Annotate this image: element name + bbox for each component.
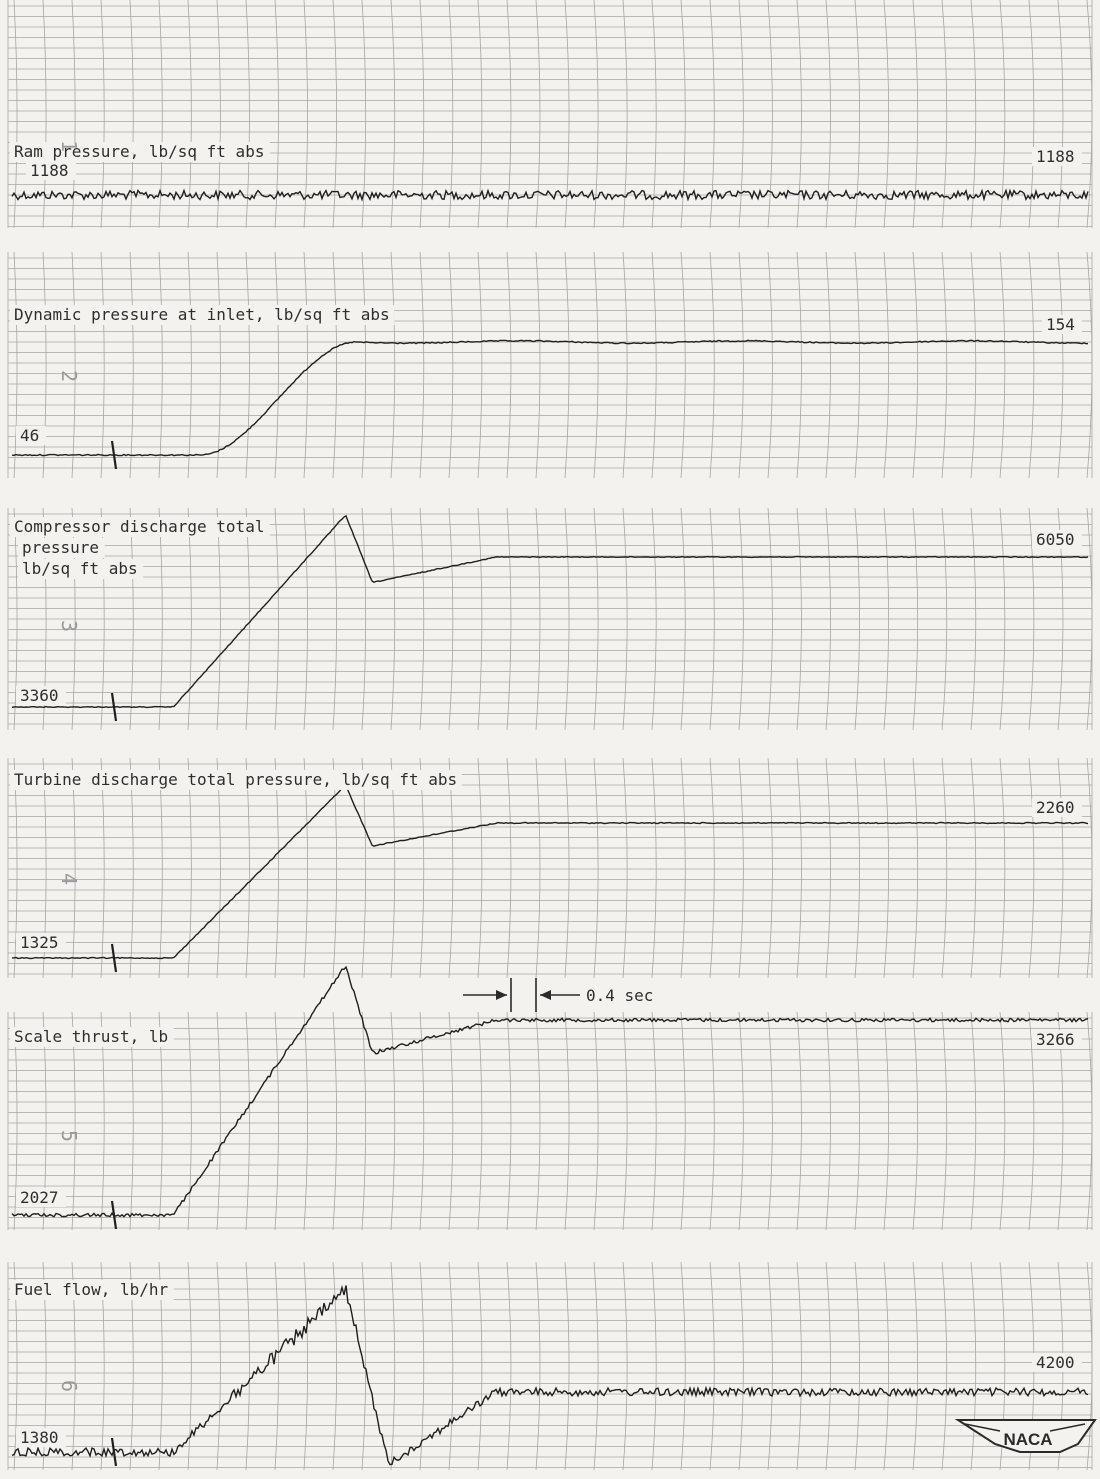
time-tick-4	[110, 943, 118, 973]
end-label-bg-2	[1042, 315, 1082, 334]
time-scale-label: 0.4 sec	[586, 986, 653, 1005]
panel-label-bg-2	[10, 305, 395, 325]
trace-number-4: 4	[57, 873, 81, 885]
trace-number-2: 2	[57, 370, 81, 382]
end-label-bg-1	[1032, 147, 1082, 166]
panel-label-bg-1	[10, 142, 270, 162]
panel-label-bg-5	[10, 1027, 174, 1047]
end-label-bg-5	[1032, 1030, 1082, 1049]
start-value-3: 3360	[20, 686, 59, 705]
panel-label-2: Dynamic pressure at inlet, lb/sq ft abs	[14, 305, 390, 324]
start-value-6: 1380	[20, 1428, 59, 1447]
grid-panel-2	[7, 251, 1093, 479]
chart-grid	[7, 0, 1093, 1471]
panel-label-bg-6	[10, 1280, 174, 1300]
time-tick-2	[110, 440, 118, 470]
trace-line-6	[11, 1284, 1089, 1466]
chart-traces	[11, 188, 1089, 1467]
grid-panel-1	[7, 0, 1093, 229]
end-value-6: 4200	[1036, 1353, 1075, 1372]
start-label-bg-4	[16, 933, 66, 952]
start-label-bg-6	[16, 1428, 66, 1447]
start-value-2: 46	[20, 426, 39, 445]
end-label-bg-4	[1032, 798, 1082, 817]
start-label-bg-1	[26, 161, 76, 180]
time-tick-5	[110, 1200, 118, 1230]
panel-label-3-line-3: lb/sq ft abs	[22, 559, 138, 578]
panel-label-bg-3-2	[18, 559, 144, 579]
naca-logo-text: NACA	[1003, 1430, 1052, 1449]
end-value-4: 2260	[1036, 798, 1075, 817]
panel-label-bg-4	[10, 770, 462, 790]
end-label-bg-6	[1032, 1353, 1082, 1372]
grid-panel-4	[7, 757, 1093, 979]
panel-label-3-line-1: Compressor discharge total	[14, 517, 264, 536]
time-scale-marker: 0.4 sec	[463, 978, 653, 1012]
trace-line-4	[11, 785, 1089, 960]
trace-number-6: 6	[57, 1380, 81, 1392]
end-value-5: 3266	[1036, 1030, 1075, 1049]
trace-line-5	[11, 965, 1089, 1218]
panel-label-bg-3-1	[18, 538, 105, 558]
start-label-bg-5	[16, 1188, 66, 1207]
start-label-bg-3	[16, 686, 66, 705]
end-value-2: 154	[1046, 315, 1075, 334]
time-tick-3	[110, 692, 118, 722]
trace-line-3	[11, 514, 1089, 709]
grid-panel-5	[7, 1011, 1093, 1231]
trace-number-5: 5	[57, 1130, 81, 1142]
panel-label-4: Turbine discharge total pressure, lb/sq …	[14, 770, 457, 789]
end-value-3: 6050	[1036, 530, 1075, 549]
time-tick-6	[110, 1437, 118, 1467]
end-value-1: 1188	[1036, 147, 1075, 166]
panel-label-6: Fuel flow, lb/hr	[14, 1280, 168, 1299]
trace-number-1: 1	[57, 140, 81, 152]
end-label-bg-3	[1032, 530, 1082, 549]
panel-label-1: Ram pressure, lb/sq ft abs	[14, 142, 264, 161]
panel-label-bg-3-0	[10, 517, 270, 537]
grid-panel-3	[7, 507, 1093, 731]
panel-label-5: Scale thrust, lb	[14, 1027, 168, 1046]
trace-number-3: 3	[57, 620, 81, 632]
panel-label-3-line-2: pressure	[22, 538, 99, 557]
start-value-5: 2027	[20, 1188, 59, 1207]
start-label-bg-2	[16, 426, 46, 445]
trace-line-2	[11, 339, 1089, 457]
start-value-1: 1188	[30, 161, 69, 180]
trace-line-1	[11, 188, 1089, 202]
naca-logo: NACA	[954, 1419, 1097, 1453]
start-value-4: 1325	[20, 933, 59, 952]
